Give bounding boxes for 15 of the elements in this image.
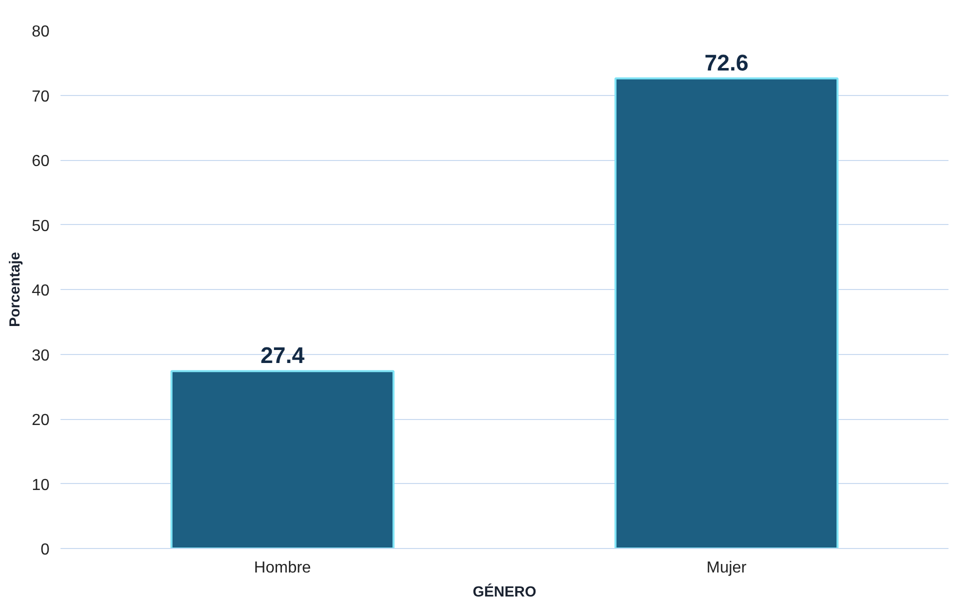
y-tick-label: 60 bbox=[32, 153, 50, 170]
x-axis-title: GÉNERO bbox=[472, 584, 536, 600]
data-label: 72.6 bbox=[704, 49, 749, 76]
x-tick-label: Mujer bbox=[706, 560, 748, 576]
y-tick-label: 0 bbox=[40, 542, 50, 558]
y-tick-label: 50 bbox=[32, 218, 50, 235]
y-tick-label: 80 bbox=[32, 24, 50, 40]
y-tick-label: 30 bbox=[32, 347, 50, 364]
x-tick-label: Hombre bbox=[254, 560, 312, 576]
y-tick-label: 20 bbox=[32, 412, 50, 429]
y-tick-label: 40 bbox=[32, 282, 50, 300]
y-tick-label: 10 bbox=[32, 476, 50, 494]
data-label: 27.4 bbox=[260, 342, 305, 368]
y-axis-title: Porcentaje bbox=[8, 252, 24, 327]
y-tick-label: 70 bbox=[32, 88, 50, 106]
